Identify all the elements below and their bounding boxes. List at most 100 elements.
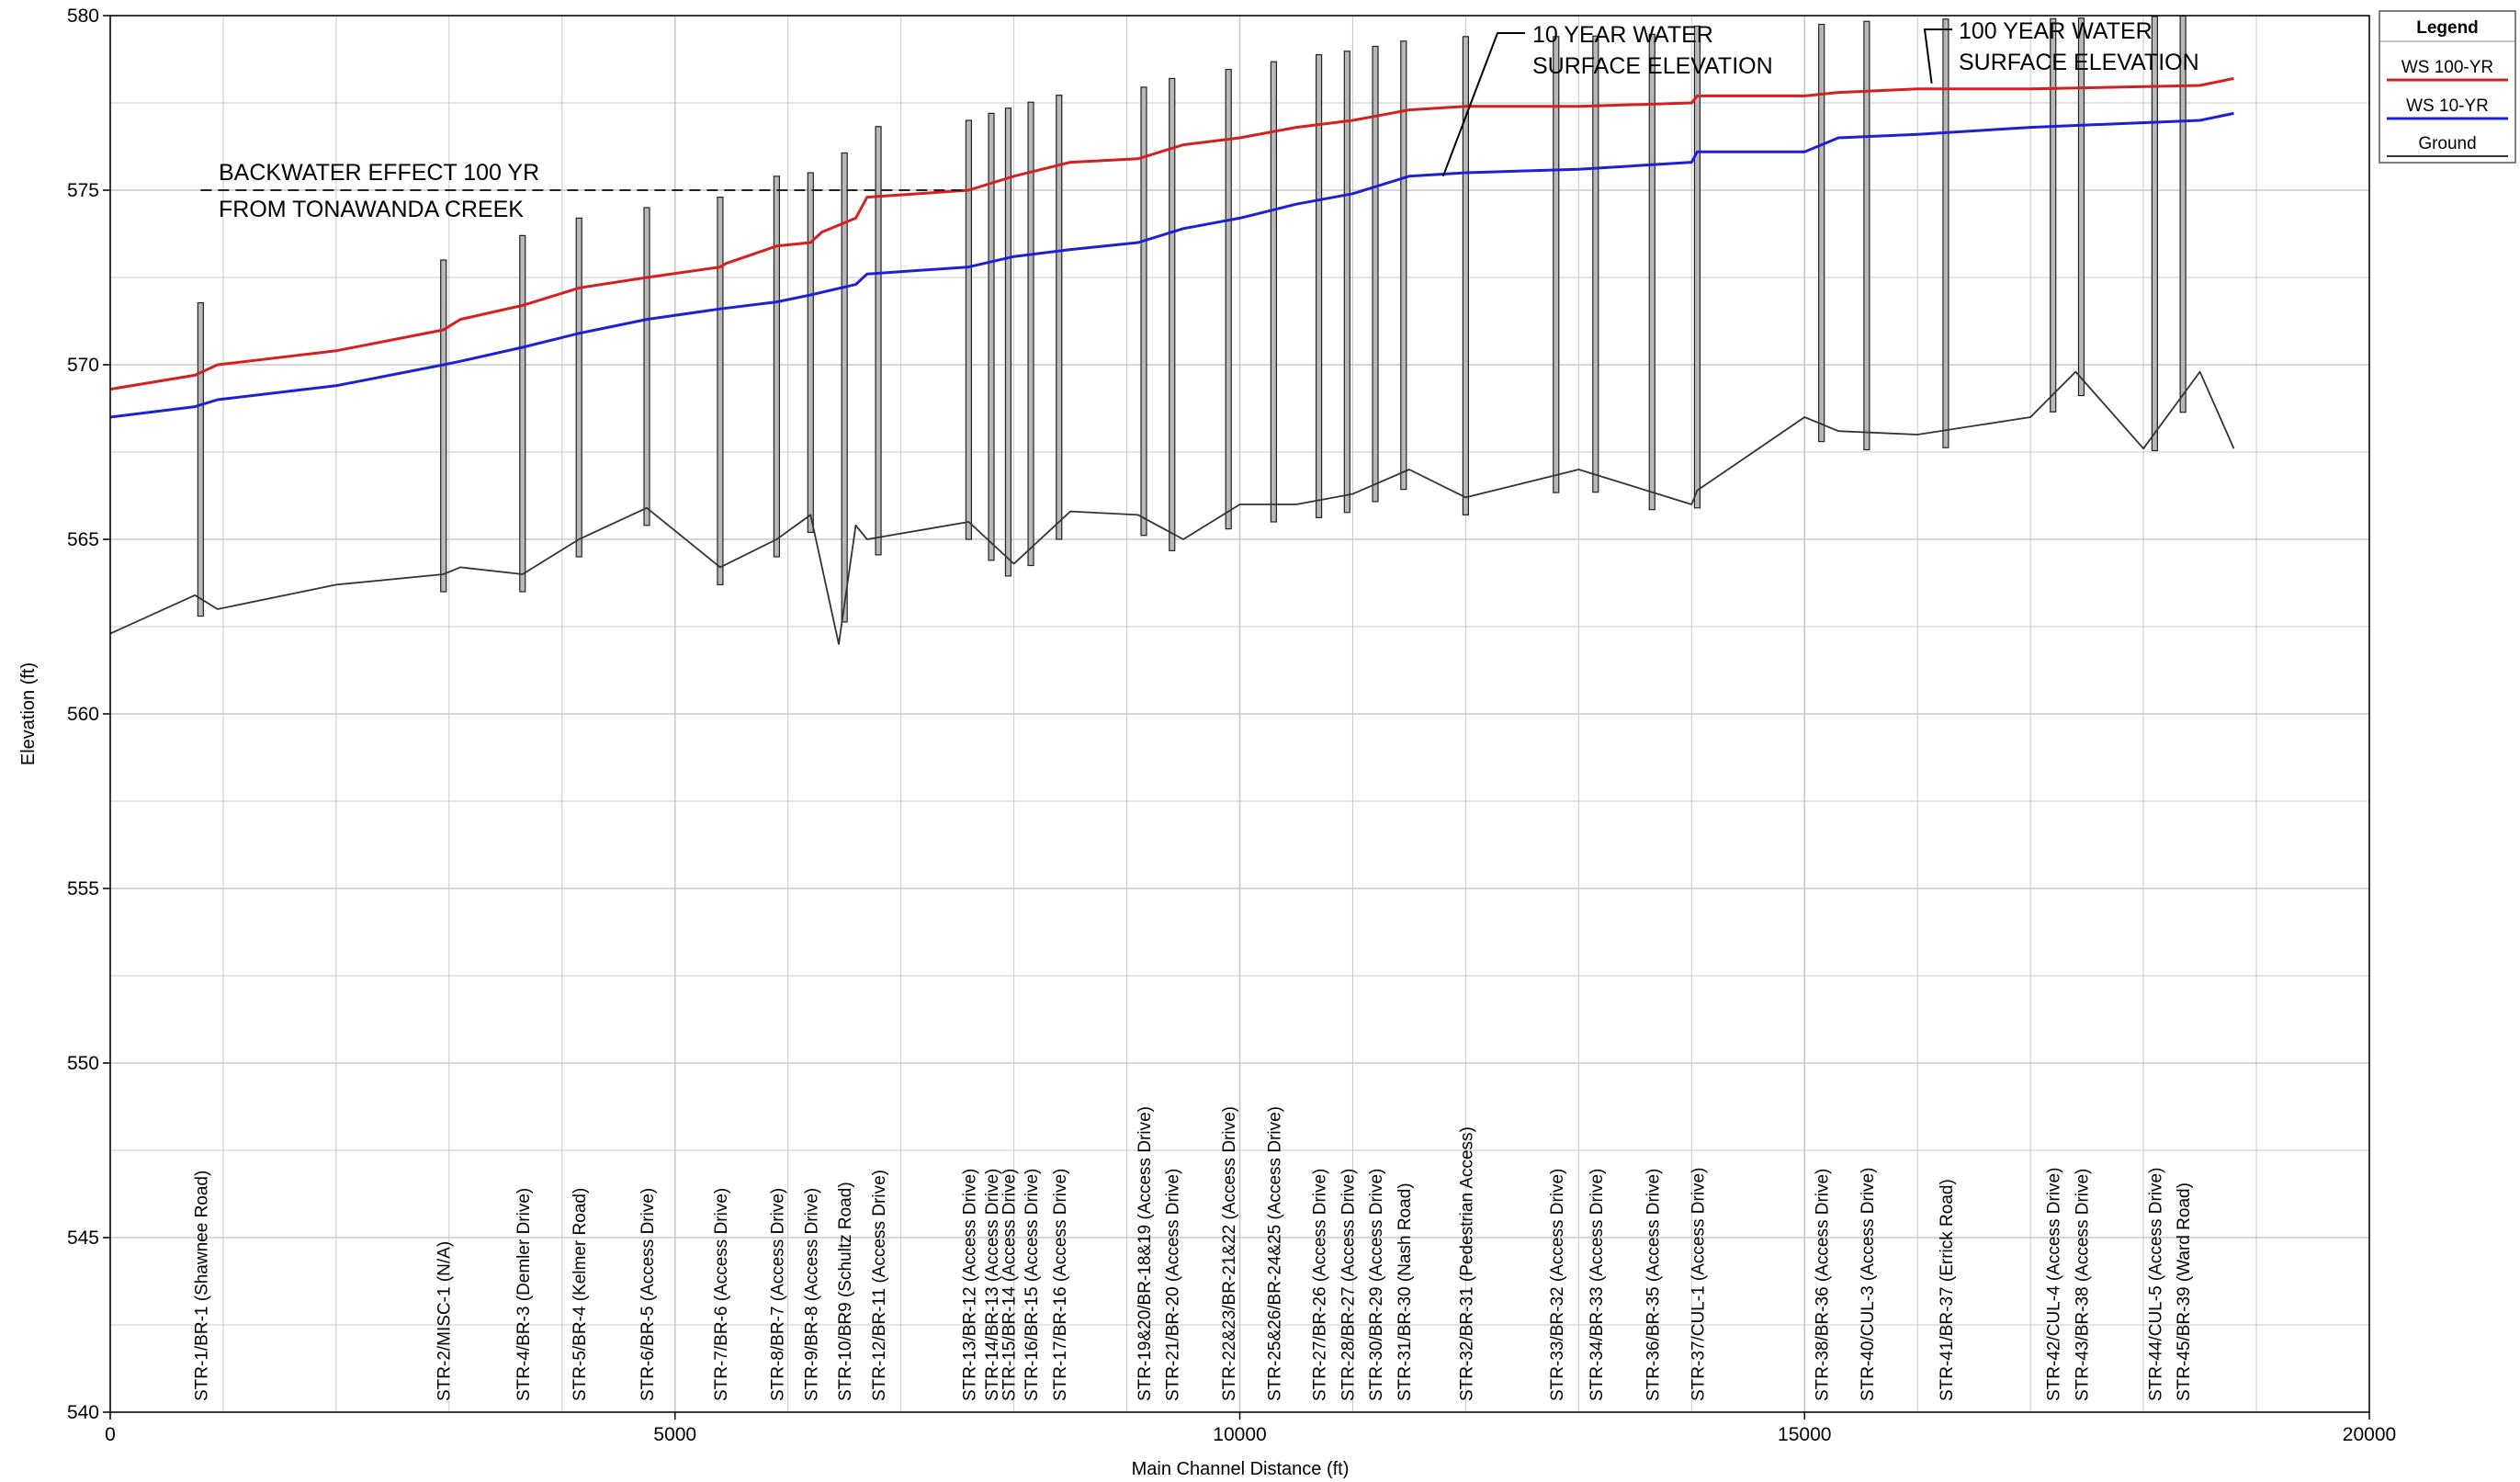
hundred-year-label-line1: 100 YEAR WATER: [1959, 18, 2153, 44]
structure-label: STR-25&26/BR-24&25 (Access Drive): [1265, 1106, 1284, 1401]
ten-year-leader-arrow: [1441, 32, 1525, 177]
y-tick-label: 545: [67, 1227, 99, 1249]
structure-label: STR-44/CUL-5 (Access Drive): [2146, 1168, 2165, 1401]
bridge-structure: [1942, 18, 1949, 448]
structure-label: STR-7/BR-6 (Access Drive): [712, 1188, 731, 1401]
structure-label: STR-12/BR-11 (Access Drive): [870, 1170, 889, 1401]
structure-label: STR-22&23/BR-21&22 (Access Drive): [1220, 1106, 1239, 1401]
y-tick-label: 540: [67, 1402, 99, 1423]
ten-year-label-line1: 10 YEAR WATER: [1532, 22, 1713, 48]
structure-label: STR-28/BR-27 (Access Drive): [1339, 1169, 1358, 1401]
bridge-structure: [575, 217, 582, 558]
bridge-structure: [2077, 17, 2085, 397]
x-axis-title: Main Channel Distance (ft): [1132, 1459, 1350, 1479]
bridge-structure: [1648, 33, 1656, 511]
bridge-structure: [965, 119, 973, 540]
axes: 0 5000 10000 15000 20000 540 545 550 555 560 565 57…: [67, 6, 2396, 1445]
bridge-structure: [1462, 36, 1470, 515]
structure-label: STR-38/BR-36 (Access Drive): [1814, 1169, 1833, 1401]
structure-label: STR-13/BR-12 (Access Drive): [960, 1169, 979, 1401]
bridge-structure: [1004, 107, 1012, 577]
series-layer: [109, 76, 2235, 645]
bridge-structure: [1315, 53, 1323, 519]
bridge-structures: [197, 15, 2187, 623]
legend-entry-ground: Ground: [2418, 134, 2476, 153]
structure-label: STR-6/BR-5 (Access Drive): [638, 1188, 658, 1401]
bridge-structure: [440, 259, 447, 593]
structure-label: STR-5/BR-4 (Kelmer Road): [571, 1188, 590, 1401]
structure-label: STR-14/BR-13 (Access Drive): [983, 1169, 1002, 1401]
structure-label: STR-30/BR-29 (Access Drive): [1367, 1169, 1386, 1401]
legend: Legend WS 100-YR WS 10-YR Ground: [2379, 10, 2516, 164]
structure-label: STR-2/MISC-1 (N/A): [435, 1241, 455, 1401]
structure-labels: STR-1/BR-1 (Shawnee Road) STR-2/MISC-1 (N…: [192, 1106, 2194, 1401]
x-tick-label: 10000: [1213, 1424, 1266, 1445]
bridge-structure: [643, 207, 650, 526]
ground-profile-line: [109, 370, 2235, 645]
bridge-structure: [875, 126, 882, 556]
legend-entry-100yr: WS 100-YR: [2401, 58, 2493, 77]
bridge-structure: [1693, 25, 1701, 509]
structure-label: STR-45/BR-39 (Ward Road): [2175, 1182, 2194, 1401]
ws-100yr-line: [109, 76, 2234, 391]
bridge-structure: [717, 197, 724, 585]
structure-label: STR-4/BR-3 (Demler Drive): [514, 1188, 534, 1401]
bridge-structure: [1027, 101, 1034, 567]
bridge-structure: [1056, 95, 1063, 540]
bridge-structure: [519, 234, 526, 593]
x-tick-label: 5000: [653, 1424, 696, 1445]
backwater-label-line1: BACKWATER EFFECT 100 YR: [219, 160, 539, 186]
y-tick-label: 580: [67, 6, 99, 27]
structure-label: STR-21/BR-20 (Access Drive): [1164, 1169, 1183, 1401]
structure-label: STR-1/BR-1 (Shawnee Road): [192, 1171, 211, 1401]
bridge-structure: [988, 112, 995, 561]
bridge-structure: [2151, 16, 2158, 452]
structure-label: STR-41/BR-37 (Errick Road): [1938, 1179, 1957, 1401]
bridge-structure: [1225, 68, 1232, 530]
structure-label: STR-9/BR-8 (Access Drive): [802, 1188, 821, 1401]
y-tick-label: 550: [67, 1053, 99, 1074]
structure-label: STR-15/BR-14 (Access Drive): [1000, 1169, 1019, 1401]
structure-label: STR-43/BR-38 (Access Drive): [2073, 1169, 2092, 1401]
hundred-year-leader-arrow: [1923, 28, 1952, 84]
bridge-structure: [1270, 61, 1277, 523]
structure-label: STR-34/BR-33 (Access Drive): [1588, 1169, 1607, 1401]
bridge-structure: [1863, 20, 1870, 451]
legend-box: [2379, 10, 2516, 164]
bridge-structure: [1818, 23, 1825, 443]
x-tick-label: 15000: [1778, 1424, 1831, 1445]
bridge-structure: [773, 175, 781, 558]
hundred-year-label-line2: SURFACE ELEVATION: [1959, 50, 2199, 75]
structure-label: STR-17/BR-16 (Access Drive): [1051, 1169, 1070, 1401]
structure-label: STR-10/BR9 (Schultz Road): [836, 1182, 855, 1401]
structure-label: STR-40/CUL-3 (Access Drive): [1859, 1168, 1878, 1401]
bridge-structure: [841, 152, 848, 623]
bridge-structure: [1592, 35, 1599, 493]
legend-title: Legend: [2416, 18, 2479, 38]
structure-label: STR-32/BR-31 (Pedestrian Access): [1457, 1126, 1476, 1401]
bridge-structure: [1169, 77, 1176, 551]
bridge-structure: [197, 301, 204, 617]
y-tick-label: 555: [67, 878, 99, 899]
grid: [109, 15, 2370, 1413]
bridge-structure: [1400, 40, 1407, 491]
structure-label: STR-33/BR-32 (Access Drive): [1548, 1169, 1567, 1401]
structure-label: STR-19&20/BR-18&19 (Access Drive): [1136, 1106, 1155, 1401]
bridge-structure: [807, 172, 814, 533]
structure-label: STR-36/BR-35 (Access Drive): [1644, 1169, 1663, 1401]
bridge-structure: [1553, 36, 1560, 493]
x-tick-label: 0: [105, 1424, 116, 1445]
y-axis-title: Elevation (ft): [18, 662, 39, 765]
legend-entry-10yr: WS 10-YR: [2406, 96, 2489, 116]
y-tick-label: 575: [67, 180, 99, 201]
bridge-structure: [1140, 86, 1147, 537]
y-tick-label: 570: [67, 355, 99, 376]
ws-10yr-line: [109, 111, 2234, 419]
bridge-structure: [2179, 15, 2187, 413]
ten-year-label-line2: SURFACE ELEVATION: [1532, 53, 1773, 79]
y-tick-label: 560: [67, 704, 99, 725]
structure-label: STR-16/BR-15 (Access Drive): [1023, 1169, 1042, 1401]
structure-label: STR-42/CUL-4 (Access Drive): [2045, 1168, 2064, 1401]
y-tick-label: 565: [67, 529, 99, 550]
